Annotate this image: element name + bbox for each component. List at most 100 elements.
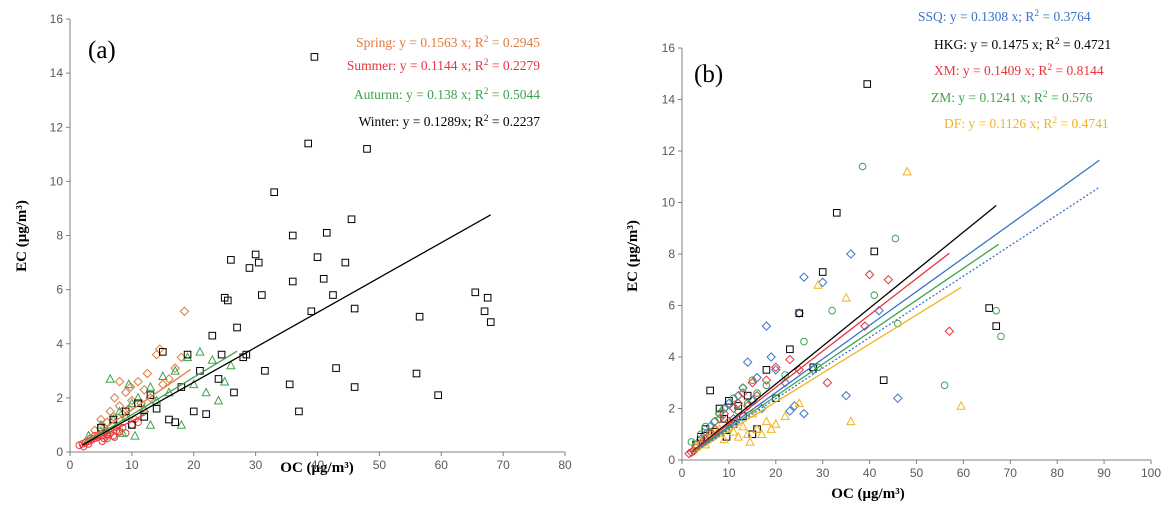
y-tick-label: 10 bbox=[50, 174, 64, 188]
summer-point bbox=[98, 437, 106, 445]
winter-equation-label: Winter: y = 0.1289x; R2 = 0.2237 bbox=[359, 114, 541, 129]
hkg-point bbox=[748, 430, 757, 439]
auturnn-point bbox=[207, 354, 218, 364]
hkg-point bbox=[985, 304, 993, 312]
xm-point bbox=[728, 403, 739, 414]
winter-point bbox=[233, 323, 241, 332]
panel-a-fit-lines bbox=[82, 214, 492, 447]
panel-b-marks bbox=[684, 80, 1005, 459]
spring-point bbox=[120, 387, 131, 398]
hkg-point bbox=[786, 345, 794, 354]
summer-fit-line bbox=[82, 414, 145, 447]
panel-b-label: (b) bbox=[694, 61, 723, 88]
spring-point bbox=[109, 393, 120, 403]
df-equation-label: DF: y = 0.1126 x; R2 = 0.4741 bbox=[944, 116, 1109, 131]
summer-equation-label: Summer: y = 0.1144 x; R2 = 0.2279 bbox=[347, 58, 540, 73]
panel-a-chart: (a) OC (μg/m³) EC (μg/m³) 0 10 20 30 40 50 60 7… bbox=[14, 12, 572, 476]
df-point bbox=[794, 398, 804, 408]
xm-point bbox=[761, 375, 772, 385]
y-tick-label: 0 bbox=[56, 445, 63, 459]
panel-b-fit-lines bbox=[690, 159, 1100, 455]
ssq-fit-line bbox=[691, 159, 1100, 454]
xm-point bbox=[794, 365, 805, 375]
y-tick-label: 14 bbox=[662, 93, 676, 107]
spring-point bbox=[96, 414, 106, 425]
hkg-point bbox=[795, 309, 804, 318]
spring-point bbox=[105, 406, 116, 417]
hkg-point bbox=[818, 268, 827, 276]
spring-point bbox=[125, 382, 136, 392]
winter-point bbox=[171, 418, 179, 427]
winter-point bbox=[363, 145, 371, 153]
hkg-point bbox=[879, 376, 888, 384]
auturnn-equation-label: Auturnn: y = 0.138 x; R2 = 0.5044 bbox=[354, 87, 540, 102]
auturnn-point bbox=[114, 406, 125, 416]
df-point bbox=[813, 279, 823, 289]
x-tick-label: 30 bbox=[249, 458, 263, 472]
x-tick-label: 50 bbox=[910, 466, 924, 480]
x-tick-label: 30 bbox=[816, 466, 830, 480]
spring-point bbox=[142, 368, 153, 379]
winter-point bbox=[483, 293, 492, 302]
ssq-point bbox=[799, 408, 809, 419]
auturnn-point bbox=[213, 395, 224, 405]
y-tick-label: 4 bbox=[668, 350, 675, 364]
winter-point bbox=[217, 350, 226, 359]
zm-point bbox=[706, 427, 714, 436]
zm-point bbox=[992, 306, 1001, 315]
auturnn-point bbox=[117, 427, 128, 437]
winter-point bbox=[310, 53, 319, 61]
x-tick-label: 0 bbox=[679, 466, 686, 480]
winter-point bbox=[313, 253, 322, 261]
df-fit-line bbox=[691, 286, 962, 455]
panel-a-y-axis-label: EC (μg/m³) bbox=[14, 200, 30, 272]
spring-point bbox=[127, 395, 137, 406]
xm-point bbox=[864, 269, 875, 280]
zm-point bbox=[828, 306, 836, 315]
ssq-point bbox=[794, 308, 805, 319]
winter-point bbox=[295, 407, 303, 416]
df-point bbox=[757, 429, 767, 439]
df-point bbox=[846, 416, 856, 426]
hkg-fit-line bbox=[690, 205, 997, 453]
y-tick-label: 12 bbox=[50, 120, 64, 134]
zm-point bbox=[729, 394, 738, 403]
xm-point bbox=[738, 388, 748, 398]
y-tick-label: 12 bbox=[662, 144, 676, 158]
winter-point bbox=[159, 348, 167, 356]
zm-point bbox=[870, 291, 879, 300]
winter-point bbox=[329, 291, 337, 299]
y-tick-label: 4 bbox=[56, 337, 63, 351]
panel-a-x-axis-label: OC (μg/m³) bbox=[280, 460, 353, 476]
x-tick-label: 60 bbox=[435, 458, 449, 472]
auturnn-point bbox=[133, 392, 143, 402]
x-tick-label: 90 bbox=[1097, 466, 1111, 480]
y-tick-label: 16 bbox=[662, 41, 676, 55]
winter-point bbox=[471, 288, 480, 297]
df-point bbox=[733, 431, 744, 441]
ssq-point bbox=[785, 406, 795, 416]
auturnn-point bbox=[145, 419, 156, 429]
ssq-point bbox=[846, 249, 856, 259]
y-tick-label: 14 bbox=[50, 66, 64, 80]
ssq-point bbox=[724, 398, 734, 409]
winter-point bbox=[214, 375, 223, 383]
ssq-point bbox=[742, 357, 753, 367]
df-point bbox=[745, 436, 755, 446]
zm-point bbox=[720, 404, 729, 413]
ssq-point bbox=[770, 365, 781, 375]
auturnn-point bbox=[124, 379, 134, 389]
winter-point bbox=[230, 388, 238, 397]
xm-equation-label: XM: y = 0.1409 x; R2 = 0.8144 bbox=[934, 63, 1104, 78]
auturnn-point bbox=[145, 381, 156, 391]
winter-point bbox=[341, 258, 350, 267]
winter-point bbox=[208, 331, 217, 340]
winter-point bbox=[261, 367, 269, 375]
winter-point bbox=[486, 318, 495, 326]
panel-b-axes: 0 10 20 30 40 50 60 70 80 90 100 0 2 4 6 8 10 12 14 16 bbox=[662, 41, 1162, 480]
winter-point bbox=[347, 215, 356, 224]
df-point bbox=[752, 423, 762, 433]
winter-point bbox=[434, 391, 442, 399]
x-tick-label: 70 bbox=[1004, 466, 1018, 480]
